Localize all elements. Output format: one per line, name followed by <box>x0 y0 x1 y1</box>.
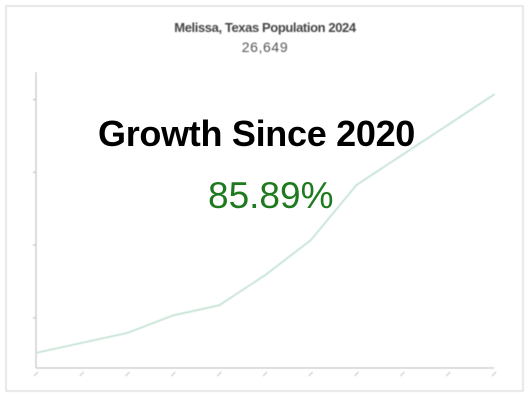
data-point-3 <box>172 314 175 317</box>
x-tick-10 <box>491 371 497 377</box>
data-point-7 <box>355 184 358 186</box>
data-point-2 <box>126 332 129 334</box>
x-tick-0 <box>33 371 39 377</box>
data-point-4 <box>218 304 220 307</box>
data-point-9 <box>447 123 450 126</box>
chart-title: Melissa, Texas Population 2024 <box>174 20 356 35</box>
x-tick-4 <box>216 371 222 377</box>
x-tick-marks <box>33 371 497 377</box>
x-tick-1 <box>79 371 85 377</box>
growth-percentage: 85.89% <box>208 175 334 216</box>
x-tick-6 <box>308 371 314 377</box>
data-point-8 <box>401 154 404 156</box>
data-point-0 <box>35 352 37 354</box>
y-tick-marks <box>33 99 36 319</box>
chart-subtitle: 26,649 <box>241 39 289 55</box>
x-tick-8 <box>400 371 405 377</box>
data-point-1 <box>81 342 83 344</box>
data-point-10 <box>493 93 495 96</box>
x-tick-2 <box>125 371 130 377</box>
data-point-5 <box>264 274 266 277</box>
x-tick-7 <box>354 371 359 377</box>
chart-border <box>5 5 524 392</box>
x-tick-9 <box>445 371 451 377</box>
data-point-6 <box>310 239 312 241</box>
growth-heading: Growth Since 2020 <box>98 113 416 154</box>
x-tick-3 <box>171 371 176 377</box>
x-tick-5 <box>262 371 268 377</box>
series-points <box>35 93 495 354</box>
